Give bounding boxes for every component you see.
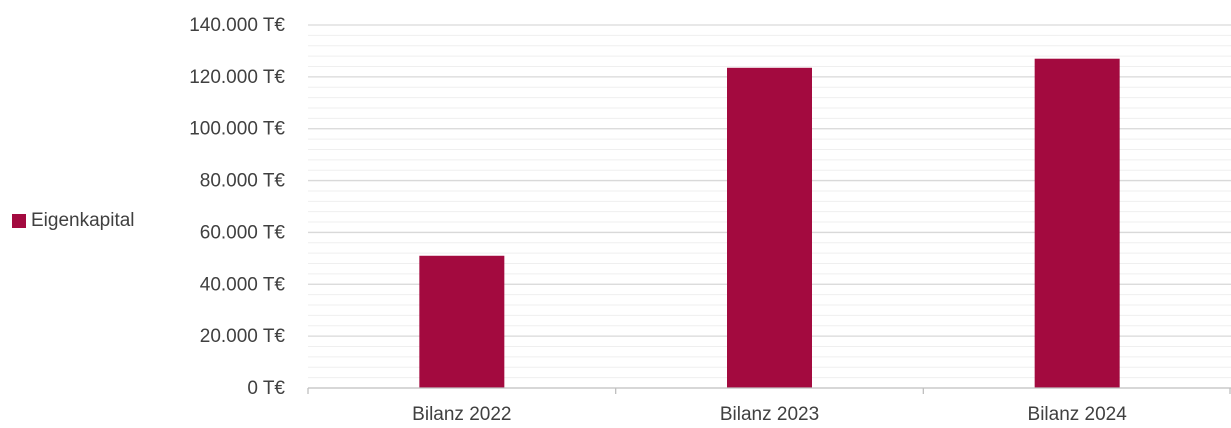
y-tick-label: 20.000 T€ xyxy=(200,326,286,347)
y-tick-label: 80.000 T€ xyxy=(200,171,286,192)
x-tick-label: Bilanz 2023 xyxy=(720,404,819,425)
bar xyxy=(1034,58,1120,388)
y-tick-label: 140.000 T€ xyxy=(189,15,285,36)
y-tick-label: 0 T€ xyxy=(247,378,285,399)
y-tick-label: 40.000 T€ xyxy=(200,274,286,295)
x-axis xyxy=(307,387,1231,394)
y-tick-label: 60.000 T€ xyxy=(200,222,286,243)
y-axis-tick-labels: 0 T€ 20.000 T€ 40.000 T€ 60.000 T€ 80.000 T€… xyxy=(189,15,285,399)
bars xyxy=(419,58,1120,389)
legend-swatch xyxy=(12,214,26,228)
legend: Eigenkapital xyxy=(12,210,135,232)
y-tick-label: 100.000 T€ xyxy=(189,119,285,140)
x-tick-label: Bilanz 2022 xyxy=(412,404,511,425)
x-axis-tick-labels: Bilanz 2022 Bilanz 2023 Bilanz 2024 xyxy=(412,404,1127,425)
x-tick-label: Bilanz 2024 xyxy=(1028,404,1128,425)
bar xyxy=(727,67,812,389)
y-tick-label: 120.000 T€ xyxy=(189,67,285,88)
bar xyxy=(419,255,505,388)
legend-label: Eigenkapital xyxy=(31,210,135,231)
